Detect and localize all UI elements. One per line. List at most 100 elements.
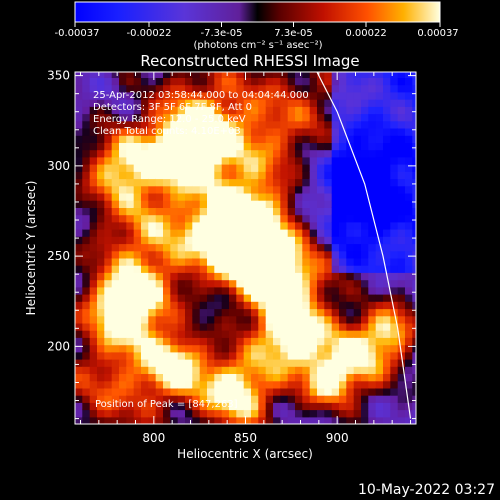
heatmap-cell [383, 113, 391, 122]
heatmap-cell [192, 128, 201, 136]
heatmap-cell [155, 171, 164, 180]
heatmap-cell [155, 286, 164, 295]
heatmap-cell [163, 185, 171, 194]
heatmap-cell [177, 373, 186, 382]
heatmap-cell [287, 106, 296, 115]
heatmap-cell [236, 351, 245, 360]
heatmap-cell [258, 229, 267, 237]
heatmap-cell [148, 91, 157, 100]
heatmap-cell [397, 221, 406, 230]
heatmap-cell [214, 279, 223, 288]
heatmap-cell [163, 286, 171, 295]
heatmap-cell [287, 337, 296, 346]
heatmap-cell [141, 236, 149, 245]
heatmap-cell [361, 164, 369, 172]
heatmap-cell [111, 200, 120, 208]
heatmap-cell [412, 373, 416, 382]
heatmap-cell [177, 221, 186, 230]
heatmap-cell [214, 156, 223, 165]
heatmap-cell [258, 142, 267, 151]
heatmap-cell [258, 387, 267, 396]
heatmap-cell [361, 359, 369, 367]
heatmap-cell [119, 120, 127, 129]
heatmap-cell [177, 257, 186, 266]
heatmap-cell [265, 106, 274, 115]
heatmap-cell [243, 214, 252, 223]
heatmap-cell [199, 171, 208, 180]
heatmap-cell [111, 250, 120, 259]
heatmap-cell [104, 156, 113, 165]
heatmap-cell [324, 257, 333, 266]
heatmap-cell [141, 99, 149, 107]
heatmap-cell [133, 142, 142, 151]
heatmap-cell [236, 366, 245, 374]
heatmap-cell [412, 236, 416, 245]
heatmap-cell [104, 380, 113, 389]
heatmap-cell [185, 373, 193, 382]
heatmap-cell [75, 286, 83, 295]
heatmap-cell [111, 229, 120, 237]
heatmap-cell [192, 387, 201, 396]
heatmap-cell [192, 113, 201, 122]
heatmap-cell [126, 106, 135, 115]
heatmap-cell [361, 178, 369, 187]
heatmap-cell [207, 185, 215, 194]
heatmap-cell [236, 337, 245, 346]
heatmap-cell [383, 359, 391, 367]
heatmap-cell [405, 301, 413, 310]
heatmap-cell [89, 344, 98, 353]
heatmap-cell [390, 279, 399, 288]
heatmap-cell [229, 243, 237, 252]
heatmap-cell [265, 322, 274, 331]
heatmap-cell [82, 308, 91, 317]
heatmap-cell [258, 192, 267, 201]
heatmap-cell [141, 192, 149, 201]
heatmap-cell [163, 279, 171, 288]
heatmap-cell [405, 366, 413, 374]
heatmap-cell [368, 243, 377, 252]
heatmap-cell [287, 185, 296, 194]
heatmap-cell [163, 77, 171, 86]
heatmap-cell [82, 142, 91, 151]
heatmap-cell [368, 416, 377, 424]
heatmap-cell [207, 337, 215, 346]
heatmap-cell [265, 402, 274, 411]
heatmap-cell [148, 77, 157, 86]
heatmap-cell [177, 380, 186, 389]
heatmap-cell [302, 221, 311, 230]
heatmap-cell [309, 351, 318, 360]
heatmap-cell [397, 156, 406, 165]
heatmap-cell [346, 192, 355, 201]
heatmap-cell [361, 380, 369, 389]
heatmap-cell [214, 128, 223, 136]
heatmap-cell [236, 214, 245, 223]
heatmap-cell [170, 84, 179, 93]
heatmap-cell [295, 416, 303, 424]
heatmap-cell [119, 395, 127, 403]
heatmap-cell [383, 229, 391, 237]
heatmap-cell [97, 192, 105, 201]
heatmap-cell [383, 265, 391, 273]
heatmap-cell [273, 149, 281, 158]
heatmap-cell [214, 337, 223, 346]
heatmap-cell [111, 279, 120, 288]
heatmap-cell [214, 99, 223, 107]
heatmap-cell [163, 84, 171, 93]
heatmap-cell [243, 359, 252, 367]
colorbar-tick-label: -7.3e-05 [200, 28, 242, 39]
heatmap-cell [89, 286, 98, 295]
heatmap-cell [331, 294, 340, 302]
heatmap-cell [207, 279, 215, 288]
heatmap-cell [207, 402, 215, 411]
heatmap-cell [192, 99, 201, 107]
heatmap-cell [236, 171, 245, 180]
heatmap-cell [214, 257, 223, 266]
heatmap-cell [353, 344, 362, 353]
solar-limb-curve [316, 72, 412, 419]
heatmap-cell [265, 351, 274, 360]
heatmap-cell [236, 416, 245, 424]
heatmap-cell [207, 77, 215, 86]
heatmap-cell [265, 128, 274, 136]
heatmap-cell [287, 330, 296, 338]
heatmap-cell [236, 120, 245, 129]
